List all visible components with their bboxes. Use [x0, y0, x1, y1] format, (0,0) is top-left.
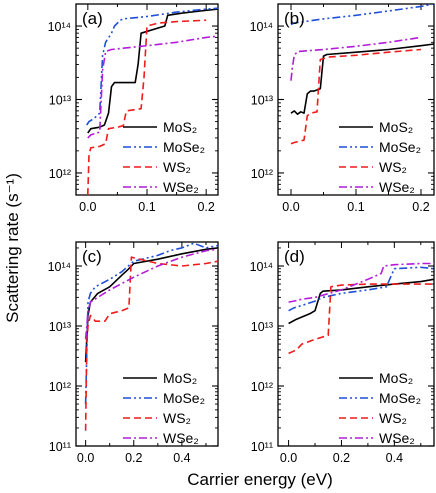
y-tick-label: 10¹¹: [49, 440, 71, 454]
y-tick-label: 10¹²: [251, 380, 273, 394]
legend-entry: WS₂: [379, 159, 407, 175]
series-group: [288, 262, 434, 355]
legend-entry: MoSe₂: [379, 390, 421, 406]
panel-b: 10¹² 10¹³ 10¹⁴ 0.0 0.1 0.2 (b) MoS₂ MoSe₂ WS₂ WSe₂: [250, 3, 435, 214]
y-tick-label: 10¹¹: [251, 440, 273, 454]
y-tick-label: 10¹²: [251, 167, 273, 181]
legend-entry: WS₂: [379, 410, 407, 426]
series-group: [84, 242, 218, 431]
x-tick-label: 0.0: [280, 451, 297, 465]
series-line: [288, 262, 434, 303]
legend: MoS₂ MoSe₂ WS₂ WSe₂: [339, 119, 421, 195]
series-line: [84, 256, 218, 431]
legend-entry: MoSe₂: [163, 390, 205, 406]
y-tick-label: 10¹⁴: [48, 260, 71, 274]
panel-d: 10¹¹ 10¹² 10¹³ 10¹⁴ 0.0 0.2 0.4 (d) MoS₂ MoSe₂ WS₂…: [250, 241, 435, 465]
series-line: [290, 36, 422, 81]
y-tick-label: 10¹³: [251, 94, 273, 108]
x-tick-label: 0.0: [282, 200, 299, 214]
legend-entry: MoSe₂: [379, 139, 421, 155]
y-tick-label: 10¹³: [49, 320, 71, 334]
legend-entry: WSe₂: [379, 430, 415, 446]
legend: MoS₂ MoSe₂ WS₂ WSe₂: [123, 370, 205, 446]
x-tick-label: 0.4: [386, 451, 403, 465]
legend-entry: WS₂: [163, 159, 191, 175]
legend-entry: WSe₂: [163, 179, 199, 195]
panel-label: (b): [284, 9, 305, 28]
x-tick-label: 0.0: [77, 451, 94, 465]
axes-frame: [75, 241, 219, 447]
legend-entry: WS₂: [163, 410, 191, 426]
legend-entry: MoS₂: [163, 370, 197, 386]
panel-label: (a): [82, 9, 103, 28]
series-line: [288, 283, 434, 355]
series-line: [290, 48, 422, 145]
series-line: [87, 19, 207, 195]
series-line: [288, 266, 434, 312]
series-line: [84, 242, 218, 405]
series-line: [84, 248, 218, 340]
x-tick-label: 0.2: [125, 451, 142, 465]
y-axis-title: Scattering rate (s⁻¹): [3, 173, 22, 323]
legend-entry: MoS₂: [379, 370, 413, 386]
series-group: [86, 7, 218, 195]
y-tick-label: 10¹³: [251, 320, 273, 334]
series-line: [87, 35, 218, 139]
y-tick-label: 10¹⁴: [48, 20, 71, 34]
series-line: [290, 4, 434, 26]
y-tick-label: 10¹³: [49, 94, 71, 108]
x-tick-label: 0.2: [333, 451, 350, 465]
series-group: [290, 4, 434, 145]
x-tick-label: 0.1: [347, 200, 364, 214]
x-tick-label: 0.1: [138, 200, 155, 214]
y-tick-label: 10¹⁴: [250, 20, 273, 34]
x-tick-label: 0.2: [197, 200, 214, 214]
y-tick-label: 10¹²: [49, 167, 71, 181]
x-tick-label: 0.4: [173, 451, 190, 465]
panel-c: 10¹¹ 10¹² 10¹³ 10¹⁴ 0.0 0.2 0.4 (c) MoS₂ MoSe₂ WS₂…: [48, 241, 219, 465]
panel-label: (c): [82, 247, 102, 266]
panels: 10¹² 10¹³ 10¹⁴ 0.0 0.1 0.2 (a) MoS₂ MoSe₂ WS₂ WSe₂…: [48, 3, 435, 465]
series-line: [288, 278, 434, 325]
x-tick-label: 0.0: [79, 200, 96, 214]
legend-entry: MoS₂: [163, 119, 197, 135]
y-tick-label: 10¹⁴: [250, 260, 273, 274]
x-axis-title: Carrier energy (eV): [187, 470, 333, 489]
legend-entry: MoSe₂: [163, 139, 205, 155]
panel-label: (d): [284, 247, 305, 266]
legend: MoS₂ MoSe₂ WS₂ WSe₂: [123, 119, 205, 195]
x-tick-label: 0.2: [412, 200, 429, 214]
series-line: [87, 8, 218, 134]
y-tick-label: 10¹²: [49, 380, 71, 394]
series-line: [86, 7, 218, 126]
legend-entry: WSe₂: [163, 430, 199, 446]
series-line: [290, 43, 434, 115]
legend: MoS₂ MoSe₂ WS₂ WSe₂: [339, 370, 421, 446]
legend-entry: MoS₂: [379, 119, 413, 135]
legend-entry: WSe₂: [379, 179, 415, 195]
panel-a: 10¹² 10¹³ 10¹⁴ 0.0 0.1 0.2 (a) MoS₂ MoSe₂ WS₂ WSe₂: [48, 3, 219, 214]
